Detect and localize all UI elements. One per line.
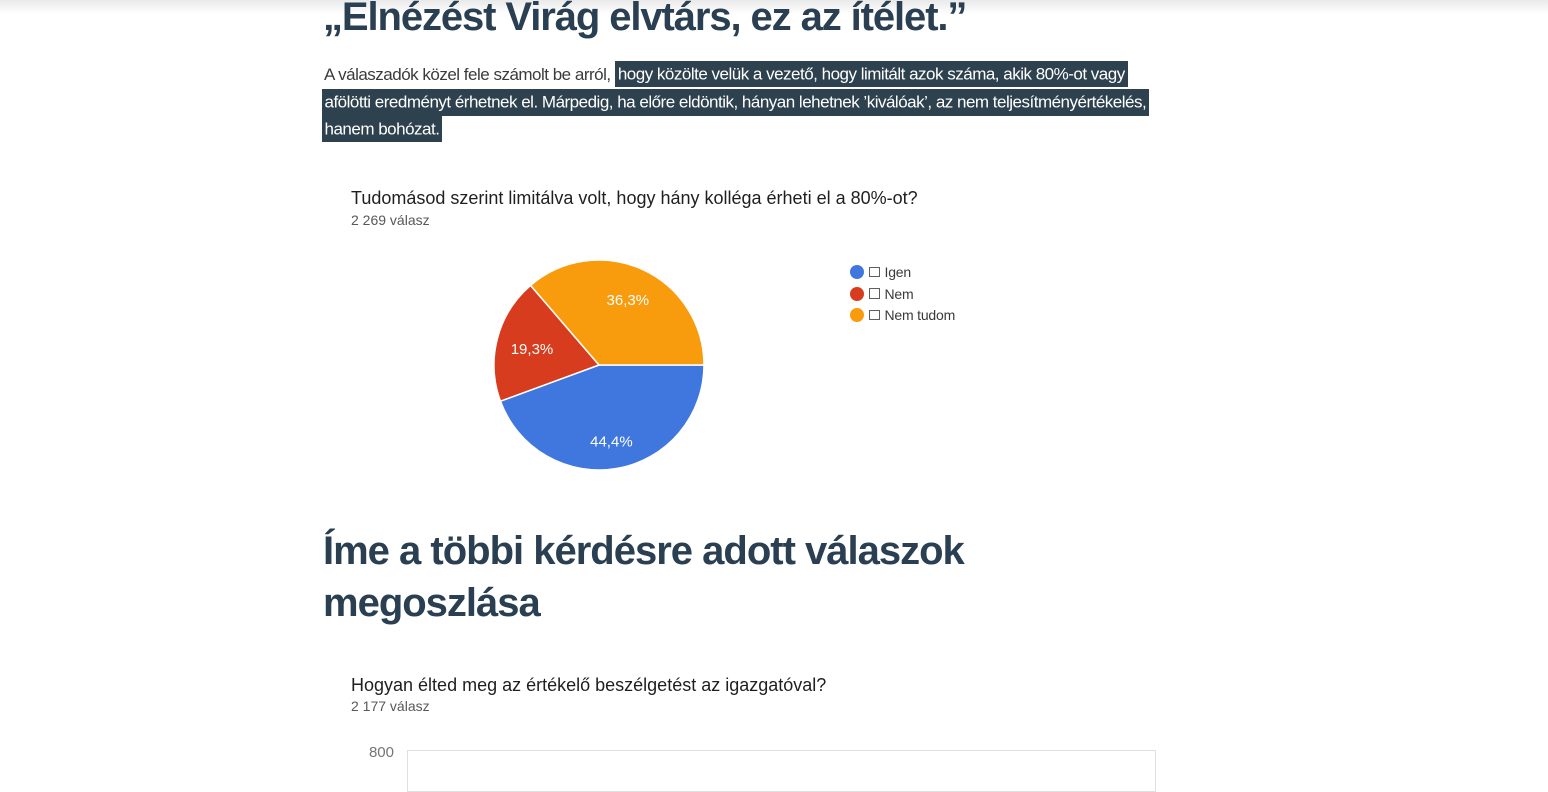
svg-text:19,3%: 19,3%	[511, 341, 554, 358]
svg-text:44,4%: 44,4%	[590, 434, 633, 451]
svg-text:36,3%: 36,3%	[607, 292, 650, 309]
